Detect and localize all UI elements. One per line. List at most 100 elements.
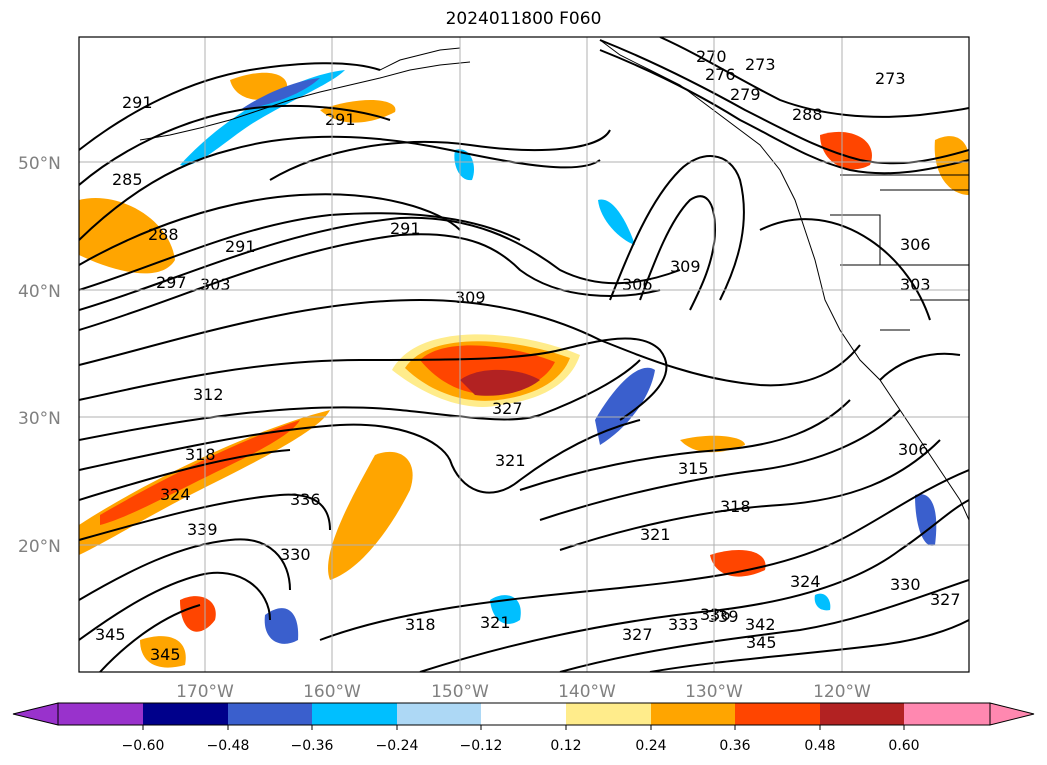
contour-label: 318 <box>720 497 751 516</box>
contour-label: 303 <box>200 275 231 294</box>
contour-label: 345 <box>95 625 126 644</box>
contour-line <box>79 193 461 266</box>
colorbar-tick-label: −0.48 <box>207 738 250 754</box>
longitude-labels: 170°W 160°W 150°W 140°W 130°W 120°W <box>176 682 871 702</box>
colorbar-tick-label: 0.24 <box>635 738 666 754</box>
contour-label: 339 <box>708 607 739 626</box>
colorbar-tick-label: 0.48 <box>804 738 835 754</box>
map-plot-area[interactable]: 270 273 276 279 273 288 291 291 285 288 … <box>79 37 969 672</box>
anomaly-region-north-cold <box>454 149 475 181</box>
contour-label: 309 <box>670 257 701 276</box>
colorbar-tick-label: 0.12 <box>550 738 581 754</box>
contour-label: 345 <box>746 633 777 652</box>
contour-label: 273 <box>745 55 776 74</box>
contour-label: 291 <box>325 110 356 129</box>
contour-line <box>649 619 969 672</box>
anomaly-region-canada <box>934 136 969 195</box>
height-contours <box>79 37 969 672</box>
colorbar-bin <box>820 703 904 725</box>
lon-label-130w: 130°W <box>685 682 743 702</box>
contour-label: 291 <box>225 237 256 256</box>
colorbar-tick-label: −0.36 <box>291 738 334 754</box>
anomaly-region-mid-cold <box>598 199 635 245</box>
lon-label-160w: 160°W <box>303 682 361 702</box>
anomaly-region-bering-cold-core <box>240 78 320 110</box>
contour-line <box>559 579 969 672</box>
contour-line <box>99 604 201 672</box>
contour-label: 273 <box>875 69 906 88</box>
north-america-coast <box>599 39 969 521</box>
lon-label-150w: 150°W <box>431 682 489 702</box>
graticule <box>79 37 969 672</box>
contour-label: 288 <box>148 225 179 244</box>
contour-line <box>79 538 291 601</box>
contour-line <box>79 135 601 241</box>
contour-label: 318 <box>405 615 436 634</box>
contour-line <box>599 49 969 175</box>
state-borders <box>830 174 969 331</box>
contour-line <box>269 129 611 181</box>
contour-line <box>79 104 391 186</box>
contour-label: 333 <box>668 615 699 634</box>
contour-label: 336 <box>290 490 321 509</box>
anomaly-region-east-pacific-cold <box>595 367 655 445</box>
colorbar-bin <box>143 703 228 725</box>
contour-label: 330 <box>280 545 311 564</box>
contour-line <box>79 337 668 421</box>
coastlines <box>139 39 969 521</box>
contour-line <box>79 449 291 501</box>
contour-line <box>79 493 331 541</box>
anomaly-band-subtropical-jet-core <box>100 420 300 525</box>
contour-label: 285 <box>112 170 143 189</box>
contour-line <box>879 352 961 381</box>
anomaly-region-south-cold <box>264 608 299 644</box>
contour-label: 297 <box>156 273 187 292</box>
contour-label: 327 <box>492 399 523 418</box>
contour-label: 321 <box>480 613 511 632</box>
contour-label: 321 <box>495 451 526 470</box>
contour-line <box>559 439 941 551</box>
latitude-labels: 50°N 40°N 30°N 20°N <box>18 154 61 557</box>
anomaly-region-southwest <box>180 596 216 632</box>
lat-label-30n: 30°N <box>18 409 61 429</box>
colorbar-bin <box>735 703 820 725</box>
contour-label: 342 <box>745 615 776 634</box>
contour-line <box>419 499 969 672</box>
contour-line <box>639 195 717 311</box>
lat-label-20n: 20°N <box>18 537 61 557</box>
contour-line <box>609 155 745 301</box>
contour-label: 291 <box>122 93 153 112</box>
contour-label: 339 <box>187 520 218 539</box>
contour-label: 345 <box>150 645 181 664</box>
colorbar-bin <box>651 703 735 725</box>
colorbar-extend-high <box>989 702 1035 726</box>
contour-line <box>659 37 969 118</box>
lon-label-120w: 120°W <box>813 682 871 702</box>
contour-line <box>79 298 861 387</box>
anomaly-region-east-pacific <box>680 435 745 453</box>
contour-label: 291 <box>390 219 421 238</box>
contour-line <box>79 62 381 151</box>
alaska-coast <box>379 47 461 71</box>
contour-label: 324 <box>160 485 191 504</box>
colorbar-extend-low <box>12 702 59 726</box>
contour-label: 312 <box>193 385 224 404</box>
colorbar: −0.60 −0.48 −0.36 −0.24 −0.12 0.12 0.24 … <box>12 702 1035 754</box>
aleutian-chain <box>139 61 471 141</box>
anomaly-region-central-pacific-core <box>460 369 540 396</box>
colorbar-tick-label: 0.60 <box>888 738 919 754</box>
contour-label: 330 <box>890 575 921 594</box>
contour-label: 318 <box>185 445 216 464</box>
lat-label-50n: 50°N <box>18 154 61 174</box>
anomaly-region-bering-cold <box>180 70 345 166</box>
contour-label: 303 <box>900 275 931 294</box>
contour-line <box>519 399 851 491</box>
contour-label: 327 <box>930 590 961 609</box>
contour-line <box>79 359 641 441</box>
contour-label: 270 <box>696 47 727 66</box>
colorbar-bin <box>481 703 566 725</box>
contour-label: 306 <box>622 275 653 294</box>
map-title: 2024011800 F060 <box>445 9 602 29</box>
contour-line <box>79 212 521 291</box>
